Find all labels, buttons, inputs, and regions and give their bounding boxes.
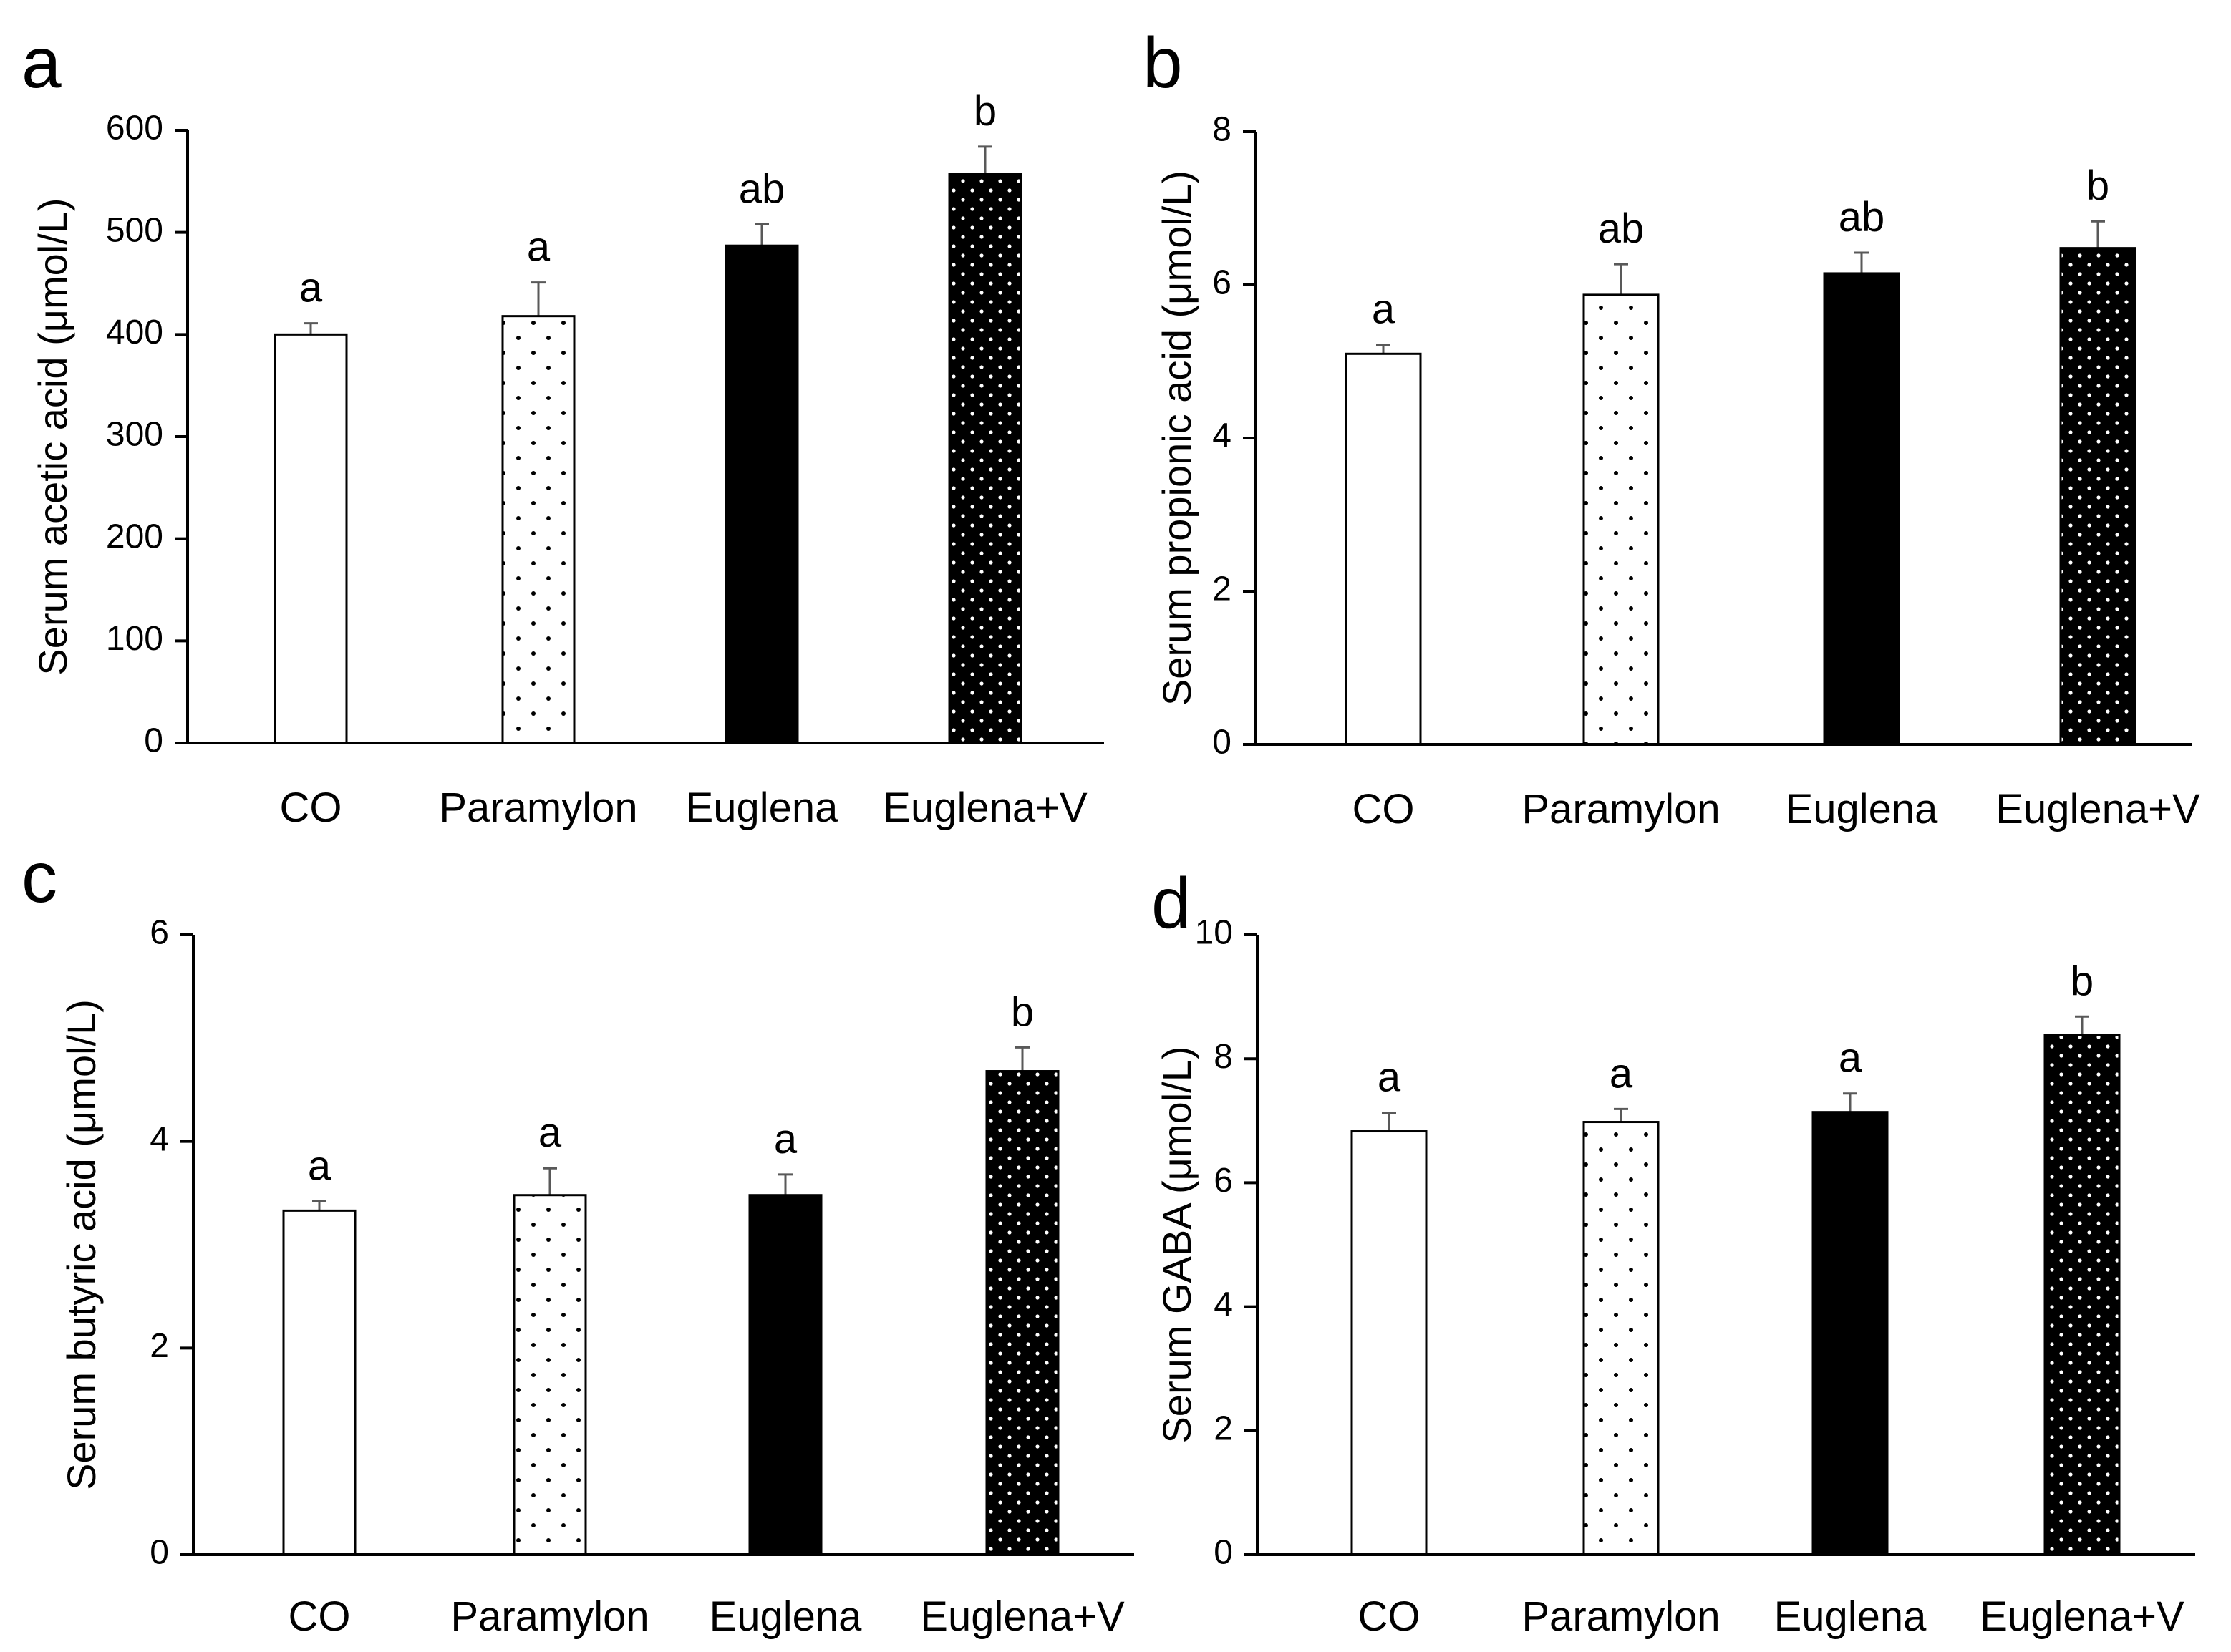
- y-axis-label: Serum butyric acid (μmol/L): [59, 999, 104, 1490]
- y-tick-label: 2: [1214, 1409, 1233, 1447]
- significance-label: ab: [739, 165, 785, 212]
- significance-label: a: [299, 265, 323, 311]
- y-tick-label: 0: [150, 1534, 169, 1572]
- x-tick-label: CO: [289, 1593, 351, 1640]
- y-tick-label: 100: [106, 620, 163, 658]
- significance-label: ab: [1598, 205, 1645, 252]
- bar-paramylon: [1582, 1121, 1660, 1556]
- x-tick-label: CO: [1352, 786, 1415, 832]
- bar-euglena-v: [948, 173, 1022, 744]
- chart-panel-a: a Serum acetic acid (μmol/L) a CO a Paramylon…: [21, 23, 1104, 831]
- significance-label: a: [1610, 1050, 1633, 1097]
- y-tick-label: 2: [1212, 570, 1231, 608]
- y-tick-label: 4: [1212, 417, 1231, 455]
- y-tick-label: 200: [106, 518, 163, 555]
- y-tick-label: 500: [106, 211, 163, 249]
- chart-panel-c: c Serum butyric acid (μmol/L) a CO a Paramylo…: [21, 837, 1134, 1640]
- y-tick-label: 2: [150, 1327, 169, 1365]
- panel-letter: c: [21, 837, 57, 918]
- y-tick-label: 8: [1214, 1038, 1233, 1076]
- x-tick-label: CO: [1358, 1593, 1421, 1640]
- y-tick-label: 400: [106, 314, 163, 351]
- y-axis-label: Serum acetic acid (μmol/L): [30, 198, 75, 675]
- significance-label: b: [1011, 988, 1034, 1035]
- significance-label: a: [538, 1109, 562, 1156]
- x-tick-label: Euglena+V: [1995, 786, 2200, 832]
- panel-letter: b: [1143, 23, 1183, 103]
- significance-label: a: [1372, 286, 1395, 332]
- x-tick-label: Paramylon: [439, 784, 637, 831]
- y-axis-label: Serum propionic acid (μmol/L): [1154, 170, 1199, 706]
- bar-co: [282, 1209, 357, 1556]
- significance-label: a: [527, 224, 551, 271]
- y-tick-label: 4: [1214, 1286, 1233, 1323]
- significance-label: b: [974, 88, 997, 135]
- x-tick-label: Euglena: [1786, 786, 1939, 832]
- y-tick-label: 300: [106, 416, 163, 454]
- x-tick-label: CO: [280, 784, 342, 831]
- panel-letter: d: [1151, 863, 1191, 943]
- y-tick-label: 600: [106, 110, 163, 147]
- bar-euglena-v: [2043, 1034, 2121, 1556]
- x-tick-label: Euglena: [710, 1593, 863, 1640]
- significance-label: b: [2086, 162, 2109, 209]
- x-tick-label: Paramylon: [1521, 786, 1720, 832]
- significance-label: a: [308, 1142, 331, 1189]
- bar-euglena: [725, 244, 799, 744]
- significance-label: a: [1839, 1035, 1862, 1082]
- y-axis-label: Serum GABA (μmol/L): [1154, 1046, 1199, 1443]
- y-tick-label: 4: [150, 1120, 169, 1158]
- bar-co: [274, 333, 348, 744]
- x-tick-label: Paramylon: [450, 1593, 649, 1640]
- x-tick-label: Euglena+V: [920, 1593, 1125, 1640]
- significance-label: a: [774, 1116, 798, 1162]
- bar-co: [1350, 1130, 1428, 1556]
- bar-euglena: [1811, 1111, 1889, 1556]
- chart-panel-b: b Serum propionic acid (μmol/L) a CO ab Param…: [1143, 23, 2200, 832]
- bar-paramylon: [501, 315, 576, 744]
- x-tick-label: Euglena+V: [1980, 1593, 2184, 1640]
- chart-panel-d: d Serum GABA (μmol/L) a CO a Paramylon a Euglen…: [1151, 863, 2195, 1640]
- y-tick-label: 6: [1214, 1162, 1233, 1200]
- bar-euglena: [1823, 272, 1900, 746]
- bar-euglena-v: [985, 1070, 1060, 1556]
- y-tick-label: 6: [150, 914, 169, 952]
- significance-label: ab: [1839, 194, 1885, 240]
- significance-label: b: [2071, 958, 2094, 1004]
- y-tick-label: 0: [1212, 724, 1231, 762]
- x-tick-label: Euglena+V: [883, 784, 1088, 831]
- bar-euglena-v: [2059, 247, 2136, 746]
- significance-label: a: [1378, 1054, 1401, 1101]
- x-tick-label: Euglena: [1774, 1593, 1927, 1640]
- y-tick-label: 6: [1212, 264, 1231, 302]
- y-tick-label: 8: [1212, 111, 1231, 149]
- x-tick-label: Euglena: [686, 784, 839, 831]
- bar-paramylon: [513, 1194, 587, 1556]
- x-tick-label: Paramylon: [1521, 1593, 1720, 1640]
- panel-letter: a: [21, 23, 62, 103]
- y-tick-label: 10: [1195, 914, 1233, 952]
- y-tick-label: 0: [144, 722, 163, 760]
- bar-euglena: [748, 1194, 823, 1556]
- bar-co: [1345, 352, 1422, 746]
- y-tick-label: 0: [1214, 1534, 1233, 1572]
- bar-paramylon: [1582, 293, 1660, 746]
